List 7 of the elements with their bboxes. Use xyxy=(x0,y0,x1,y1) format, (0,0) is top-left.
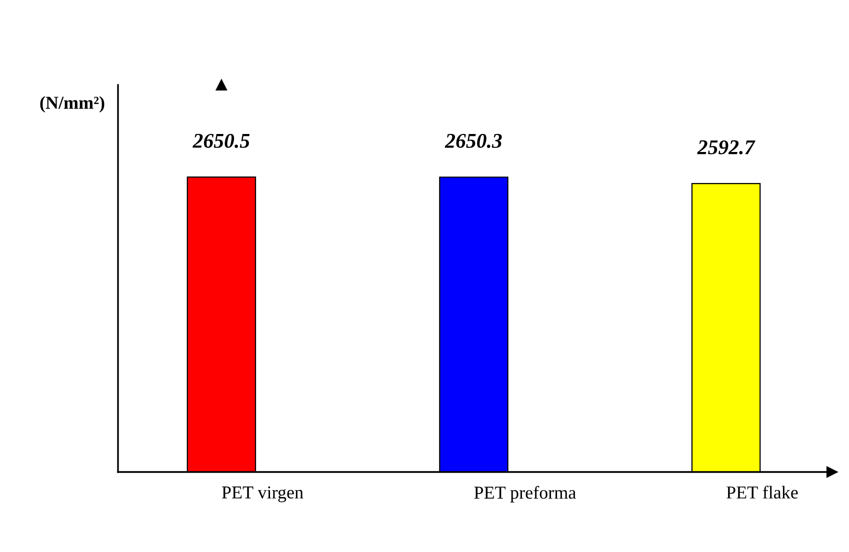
data-label: 2650.5 xyxy=(192,134,250,148)
x-tick-label: PET flake xyxy=(726,486,798,499)
x-tick-label: PET virgen xyxy=(222,486,304,502)
x-tick-label: PET preforma xyxy=(474,486,576,502)
y-axis-title: (N/mm²) xyxy=(40,96,104,113)
data-label: 2650.3 xyxy=(444,134,502,148)
data-label: 2592.7 xyxy=(697,140,756,154)
